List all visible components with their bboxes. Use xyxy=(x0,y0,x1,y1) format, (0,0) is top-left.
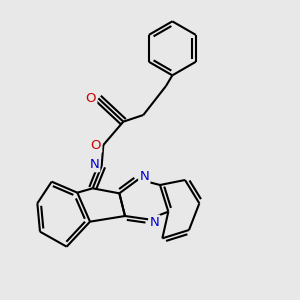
Text: O: O xyxy=(85,92,96,105)
Text: N: N xyxy=(149,216,159,229)
Text: O: O xyxy=(91,139,101,152)
Text: N: N xyxy=(89,158,99,171)
Text: N: N xyxy=(140,170,149,183)
